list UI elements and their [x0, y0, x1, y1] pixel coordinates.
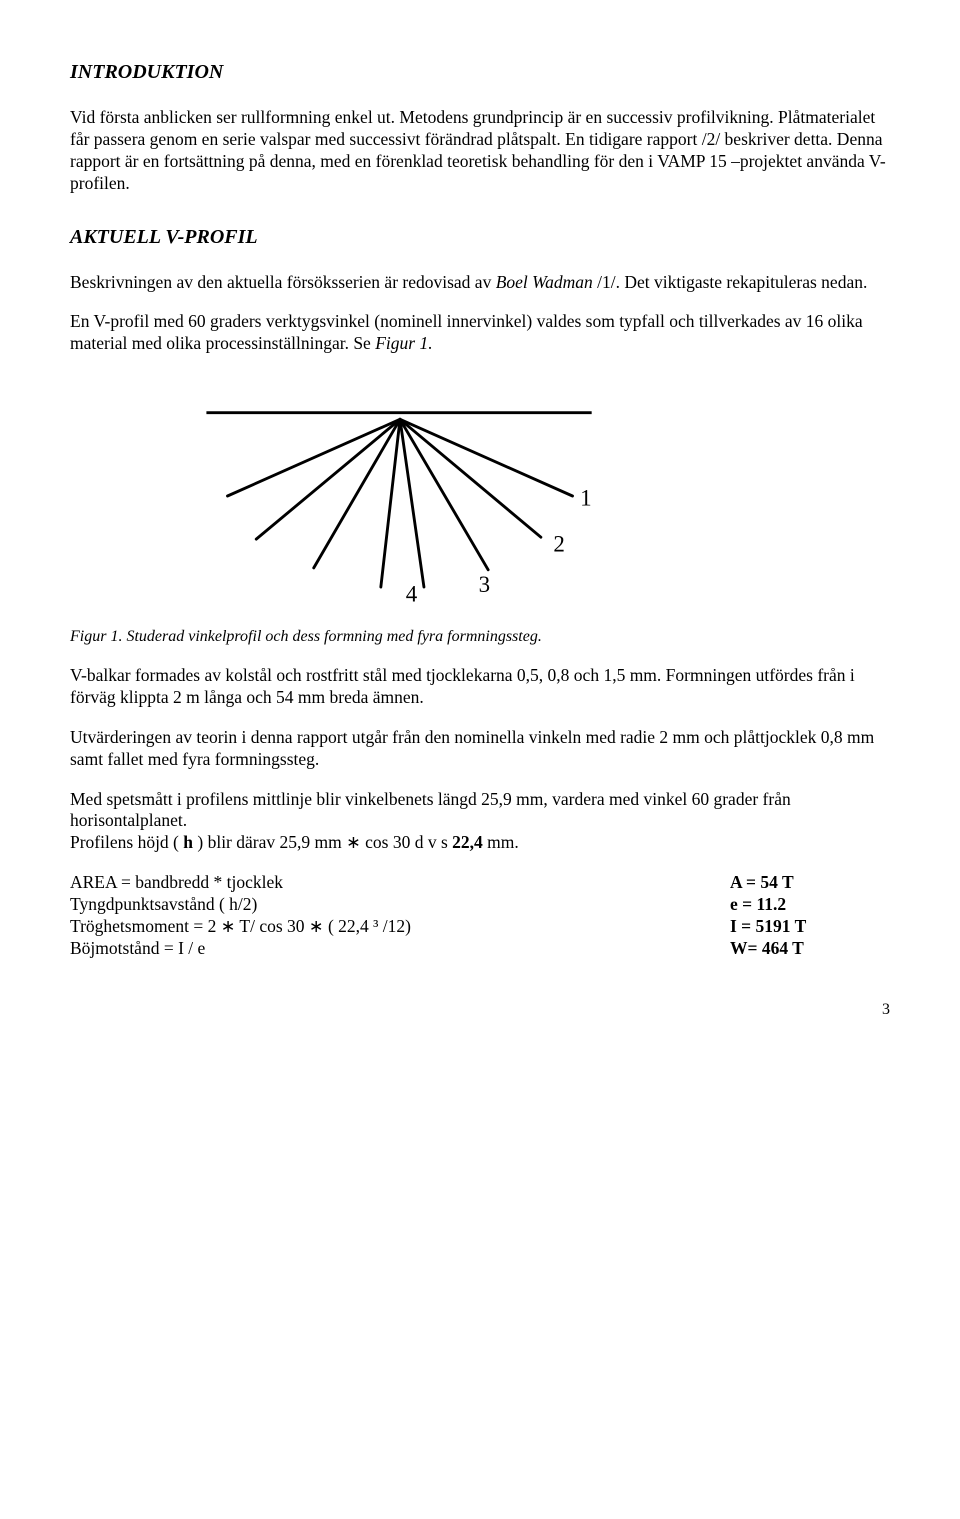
calc-right: W= 464 T: [730, 938, 890, 960]
svg-text:2: 2: [553, 532, 565, 557]
text-span: /1/. Det viktigaste rekapituleras nedan.: [593, 272, 868, 292]
figure-1-diagram: 12 3 4: [190, 381, 890, 617]
heading-aktuell-v-profil: AKTUELL V-PROFIL: [70, 225, 890, 250]
intro-paragraph-1: Vid första anblicken ser rullformning en…: [70, 107, 890, 195]
calc-left: AREA = bandbredd * tjocklek: [70, 872, 730, 894]
figure-1-caption: Figur 1. Studerad vinkelprofil och dess …: [70, 627, 890, 647]
svg-text:4: 4: [406, 582, 418, 607]
v-profile-sketch: 12 3 4: [190, 381, 610, 611]
calc-block: AREA = bandbredd * tjocklekA = 54 TTyngd…: [70, 872, 890, 960]
text-span: ) blir därav 25,9 mm ∗ cos 30 d v s: [193, 832, 452, 852]
svg-text:3: 3: [479, 572, 491, 597]
calc-row: Tröghetsmoment = 2 ∗ T/ cos 30 ∗ ( 22,4 …: [70, 916, 890, 938]
value-22-4: 22,4: [452, 832, 483, 852]
text-span: Med spetsmått i profilens mittlinje blir…: [70, 789, 791, 831]
calc-right: A = 54 T: [730, 872, 890, 894]
calc-left: Böjmotstånd = I / e: [70, 938, 730, 960]
paragraph-vprofil-60: En V-profil med 60 graders verktygsvinke…: [70, 311, 890, 355]
figure-ref: Figur 1.: [375, 333, 432, 353]
heading-introduktion: INTRODUKTION: [70, 60, 890, 85]
calc-row: Tyngdpunktsavstånd ( h/2)e = 11.2: [70, 894, 890, 916]
calc-right: I = 5191 T: [730, 916, 890, 938]
calc-left: Tröghetsmoment = 2 ∗ T/ cos 30 ∗ ( 22,4 …: [70, 916, 730, 938]
text-span: Profilens höjd (: [70, 832, 183, 852]
paragraph-beskrivning: Beskrivningen av den aktuella försöksser…: [70, 272, 890, 294]
calc-row: AREA = bandbredd * tjocklekA = 54 T: [70, 872, 890, 894]
paragraph-vbalkar: V-balkar formades av kolstål och rostfri…: [70, 665, 890, 709]
calc-left: Tyngdpunktsavstånd ( h/2): [70, 894, 730, 916]
paragraph-spetsmatt: Med spetsmått i profilens mittlinje blir…: [70, 789, 890, 855]
author-name: Boel Wadman: [496, 272, 593, 292]
page-number: 3: [70, 1000, 890, 1020]
calc-right: e = 11.2: [730, 894, 890, 916]
svg-text:1: 1: [580, 486, 592, 511]
text-span: mm.: [483, 832, 519, 852]
paragraph-utvardering: Utvärderingen av teorin i denna rapport …: [70, 727, 890, 771]
calc-row: Böjmotstånd = I / eW= 464 T: [70, 938, 890, 960]
text-span: Beskrivningen av den aktuella försöksser…: [70, 272, 496, 292]
symbol-h: h: [183, 832, 193, 852]
text-span: En V-profil med 60 graders verktygsvinke…: [70, 311, 863, 353]
